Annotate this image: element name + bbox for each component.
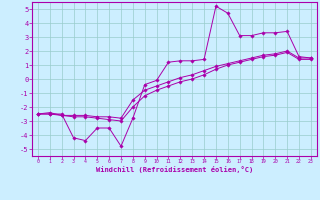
X-axis label: Windchill (Refroidissement éolien,°C): Windchill (Refroidissement éolien,°C) (96, 166, 253, 173)
